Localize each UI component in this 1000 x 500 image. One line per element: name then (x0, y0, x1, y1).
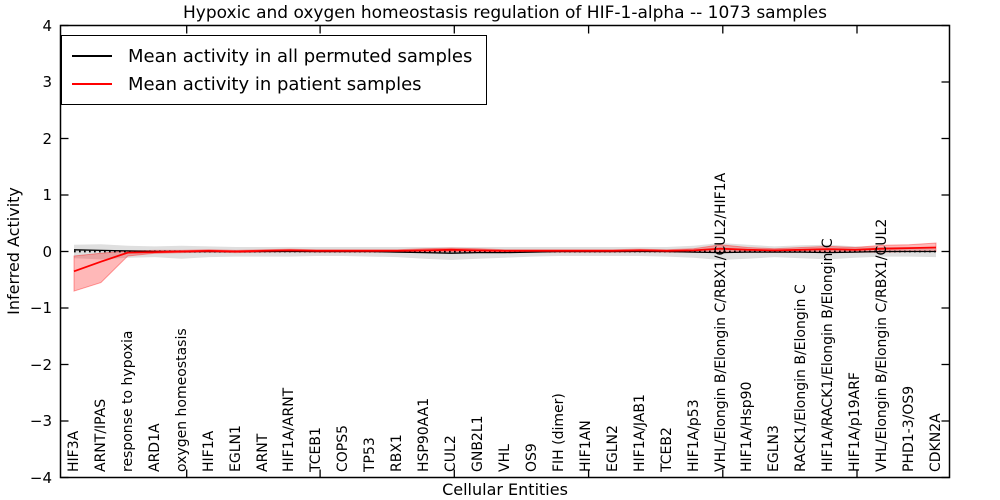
x-tick-label: ARD1A (146, 423, 163, 472)
legend-label-patient: Mean activity in patient samples (128, 73, 422, 95)
permuted-line-swatch (72, 55, 112, 57)
x-tick-label: VHL (497, 444, 513, 472)
x-tick-label: HIF1AN (577, 420, 594, 472)
legend-entry-permuted: Mean activity in all permuted samples (72, 42, 472, 70)
legend-entry-patient: Mean activity in patient samples (72, 70, 472, 98)
x-tick-label: HIF1A (200, 430, 217, 472)
x-tick-label: OS9 (523, 443, 540, 472)
x-tick-label: TCEB1 (308, 427, 325, 472)
patient-line-swatch (72, 83, 112, 85)
legend: Mean activity in all permuted samples Me… (61, 35, 488, 105)
patient-mean-line (73, 246, 937, 273)
x-tick-label: HIF1A/p53 (685, 399, 702, 472)
x-tick-label: VHL/Elongin B/Elongin C/RBX1/CUL2 (874, 218, 891, 472)
x-tick-label: GNB2L1 (470, 415, 487, 472)
y-tick-label: −3 (29, 412, 52, 430)
x-tick-label: HIF1A/RACK1/Elongin B/Elongin C (820, 238, 837, 472)
x-tick-label: COPS5 (335, 424, 352, 472)
x-tick-label: HSP90AA1 (416, 397, 433, 472)
y-tick-label: 0 (42, 242, 52, 261)
y-axis-title: Inferred Activity (4, 187, 23, 315)
y-tick-label: −2 (29, 355, 52, 374)
x-tick-label: RBX1 (389, 434, 406, 472)
y-tick-label: 1 (42, 186, 52, 204)
x-tick-label: HIF1A/p19ARF (847, 372, 864, 472)
y-tick-label: 3 (42, 73, 52, 91)
y-tick-label: 4 (42, 16, 52, 35)
x-tick-label: FIH (dimer) (550, 393, 567, 472)
x-tick-label: HIF1A/Hsp90 (739, 381, 756, 472)
x-tick-label: ARNT (254, 433, 271, 472)
y-tick-label: −4 (29, 468, 52, 487)
x-tick-label: EGLN1 (227, 425, 244, 472)
x-tick-label: CUL2 (443, 435, 460, 472)
x-tick-label: CDKN2A (928, 413, 945, 472)
x-tick-label: EGLN3 (766, 425, 783, 472)
x-tick-label: HIF1A/JAB1 (631, 394, 648, 472)
x-tick-label: HIF3A (65, 430, 82, 472)
axis-ticks (60, 24, 950, 479)
x-tick-label: EGLN2 (604, 425, 621, 472)
x-tick-label: HIF1A/ARNT (281, 387, 298, 472)
y-tick-label: 2 (42, 129, 52, 148)
x-tick-label: oxygen homeostasis (173, 328, 190, 472)
x-axis-title: Cellular Entities (442, 480, 568, 499)
plot-border (59, 24, 951, 479)
x-tick-label: TP53 (362, 437, 379, 472)
y-tick-label: −1 (29, 299, 52, 317)
x-tick-label: ARNT/IPAS (92, 398, 109, 472)
chart-title: Hypoxic and oxygen homeostasis regulatio… (183, 3, 827, 23)
x-tick-label: RACK1/Elongin B/Elongin C (793, 284, 810, 472)
x-tick-label: VHL/Elongin B/Elongin C/RBX1/CUL2/HIF1A (712, 172, 729, 472)
x-tick-label: response to hypoxia (119, 330, 136, 472)
legend-label-permuted: Mean activity in all permuted samples (128, 45, 473, 67)
x-tick-label: TCEB2 (658, 427, 675, 472)
x-tick-label: PHD1-3/OS9 (901, 385, 918, 472)
